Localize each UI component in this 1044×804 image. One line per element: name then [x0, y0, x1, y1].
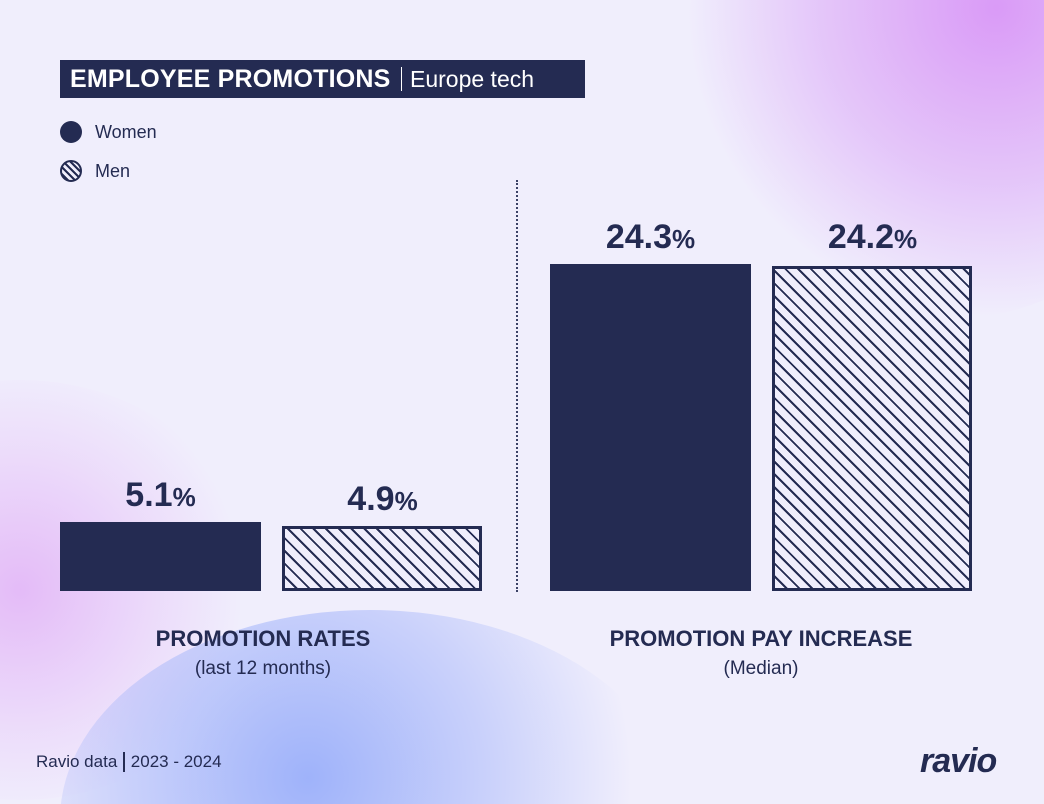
value-label-women-rates: 5.1%: [125, 476, 196, 514]
title-sub: Europe tech: [410, 65, 535, 92]
footer-separator: [123, 752, 125, 772]
value-label-men-rates: 4.9%: [347, 480, 418, 518]
source-label: Ravio data: [36, 752, 118, 771]
group-divider: [516, 180, 518, 592]
bar-men-promotion-rates: [282, 526, 482, 591]
source-footer: Ravio data 2023 - 2024: [36, 752, 222, 772]
category-label-promotion-rates: PROMOTION RATES (last 12 months): [155, 626, 371, 679]
ravio-logo: ravio: [920, 742, 997, 780]
chart-title: EMPLOYEE PROMOTIONS Europe tech: [60, 60, 585, 98]
bar-women-promotion-rates: [60, 522, 261, 591]
bar-men-pay-increase: [772, 266, 972, 591]
hatched-circle-icon: [60, 160, 82, 182]
legend-label: Men: [95, 160, 131, 181]
legend-label: Women: [95, 121, 157, 142]
solid-circle-icon: [60, 121, 82, 143]
bar-women-pay-increase: [550, 264, 751, 591]
title-main: EMPLOYEE PROMOTIONS: [70, 64, 391, 93]
legend-item-men: Men: [60, 160, 130, 182]
title-separator: [400, 67, 402, 91]
period-label: 2023 - 2024: [130, 752, 222, 771]
value-label-women-pay: 24.3%: [605, 218, 696, 256]
category-label-pay-increase: PROMOTION PAY INCREASE (Median): [609, 626, 913, 679]
legend-item-women: Women: [60, 121, 157, 143]
value-label-men-pay: 24.2%: [827, 218, 918, 256]
